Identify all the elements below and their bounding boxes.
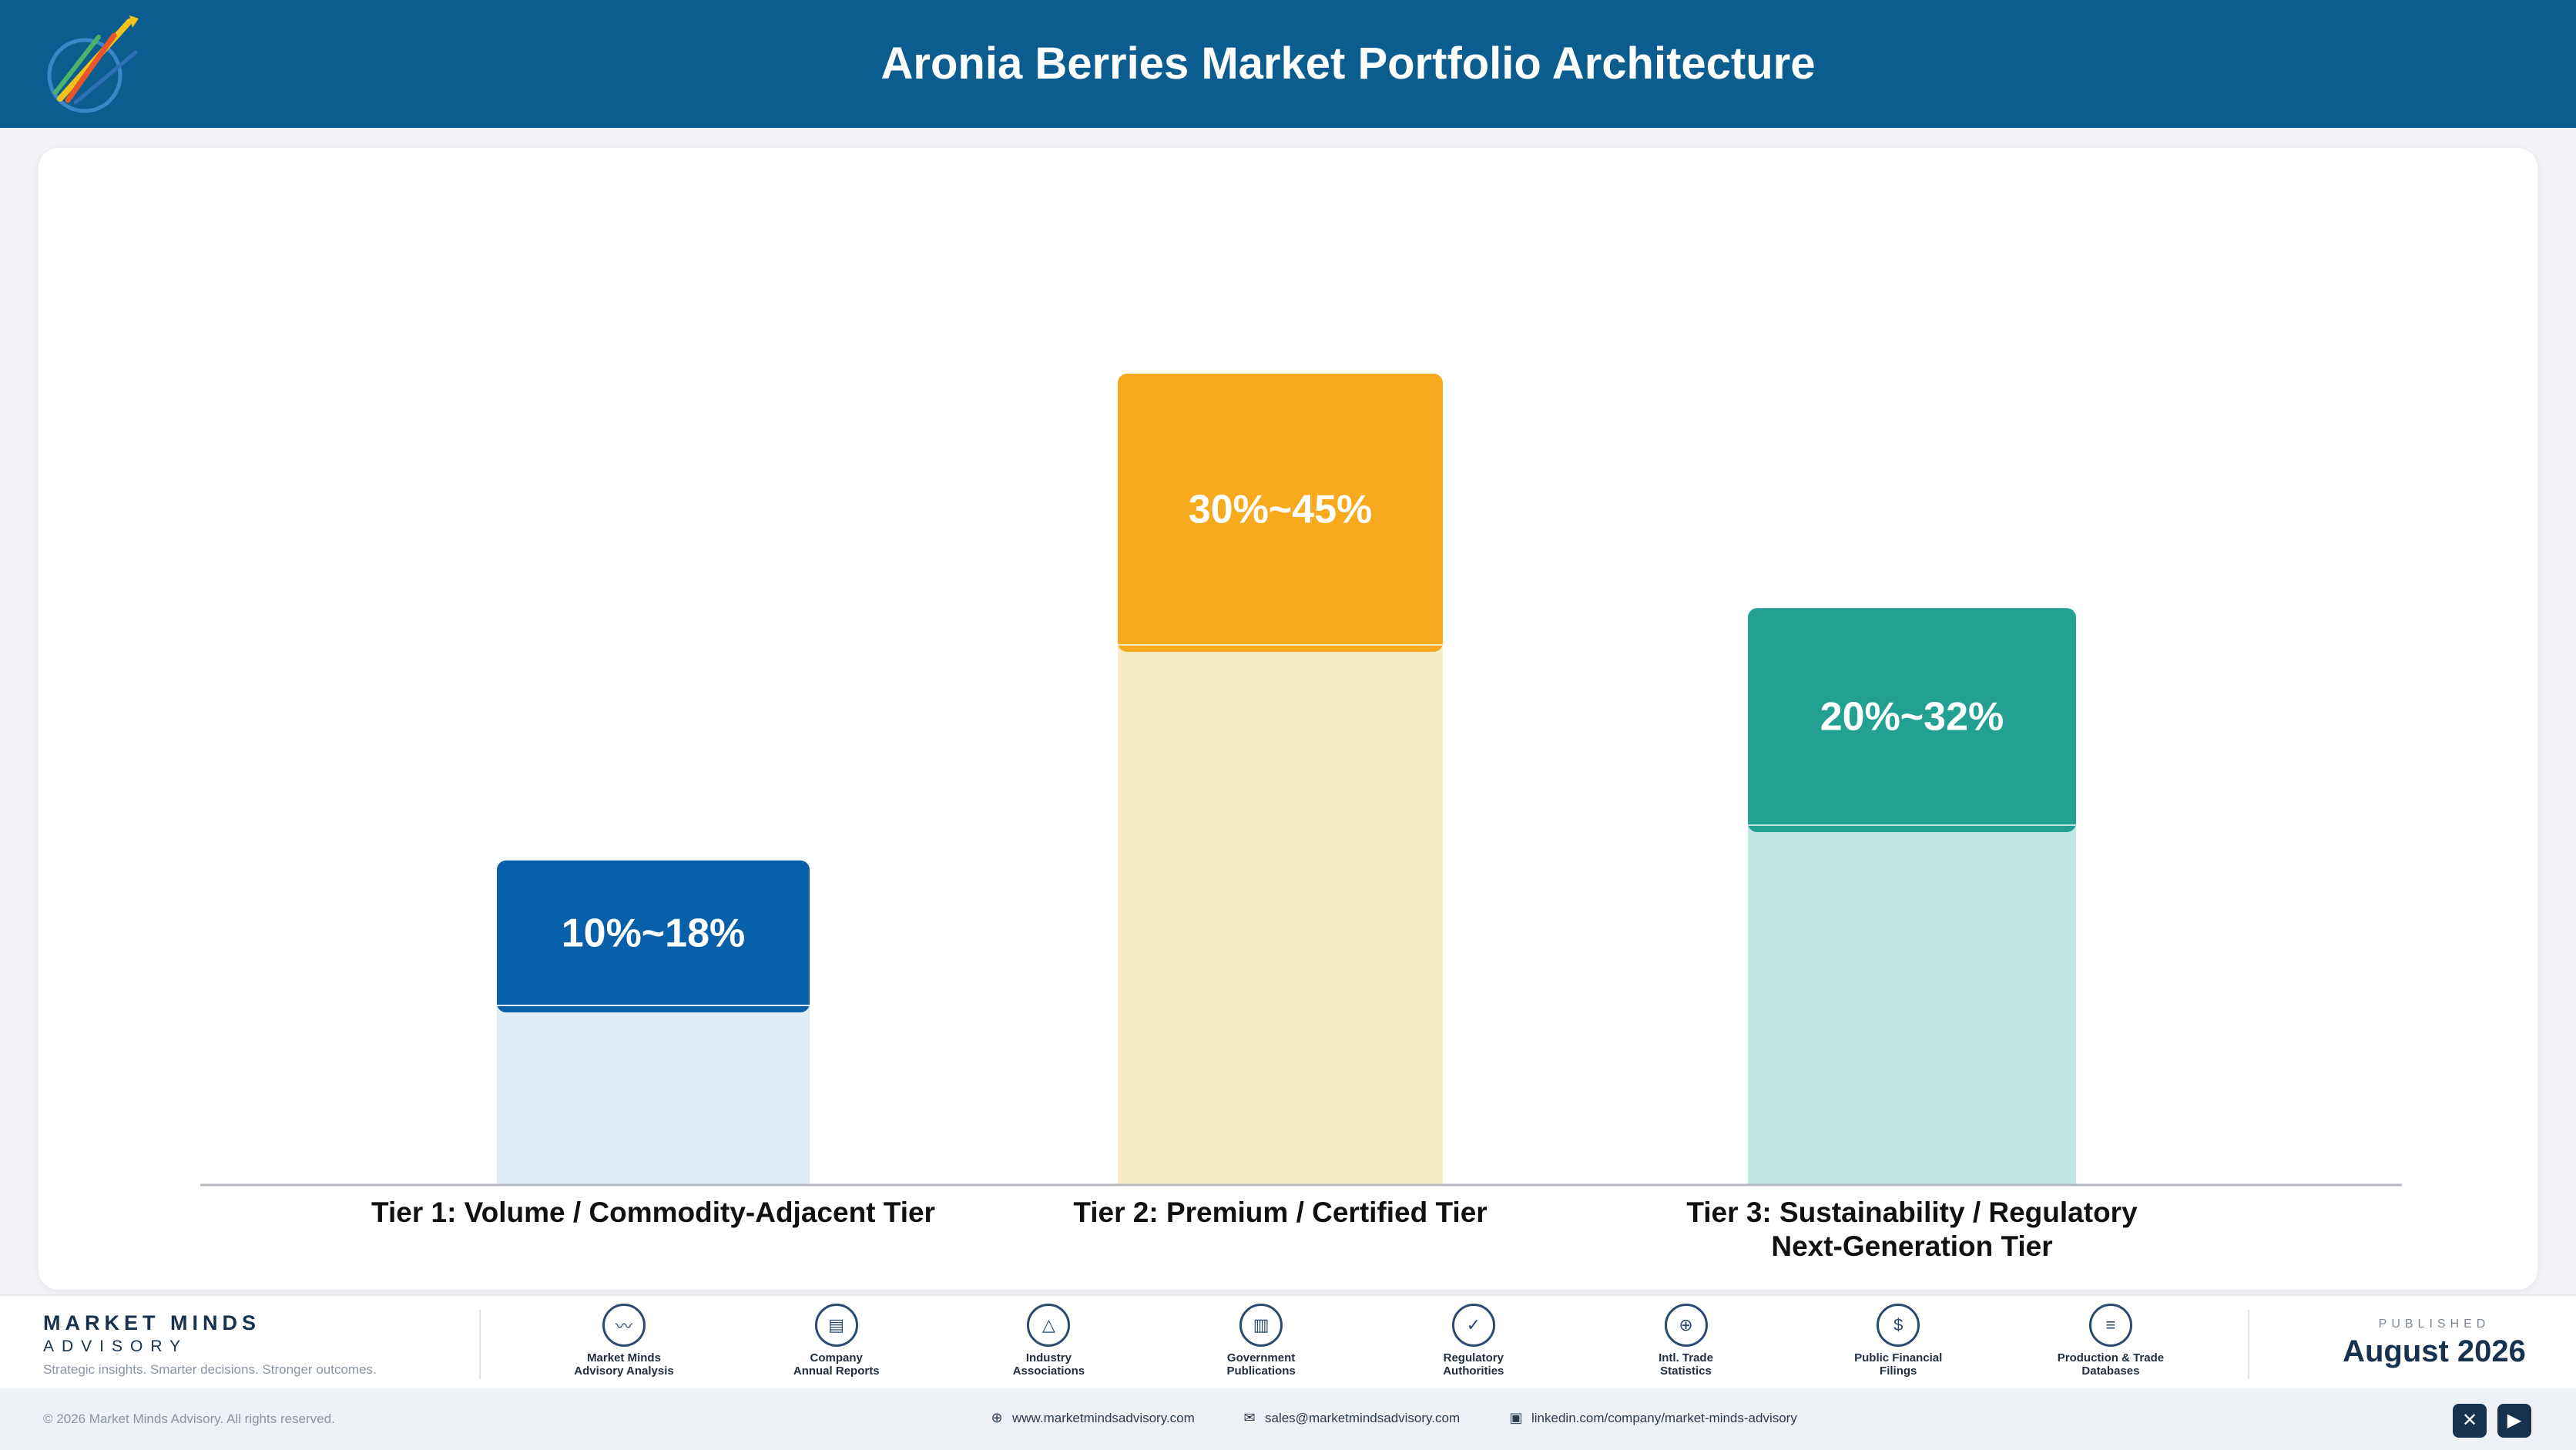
data-label: 30%~45% (1189, 488, 1373, 532)
source-item: $ Public Financial Filings (1813, 1304, 1983, 1387)
youtube-icon[interactable]: ▶ (2497, 1404, 2531, 1438)
bar-segment-join (497, 1005, 810, 1006)
bar-segment-join (1118, 644, 1443, 646)
source-label-line: Market Minds (587, 1351, 661, 1364)
source-label-line: Government (1226, 1351, 1296, 1364)
globe-icon: ⊕ (991, 1410, 1003, 1425)
source-item: ⊕ Intl. Trade Statistics (1602, 1304, 1771, 1387)
database-icon: ≡ (2088, 1304, 2132, 1347)
coin-icon: $ (1877, 1304, 1920, 1347)
source-list: 〰 Market Minds Advisory Analysis ▤ Company An… (539, 1304, 2195, 1387)
source-label-line: Authorities (1443, 1364, 1504, 1378)
source-label: Government Publications (1227, 1351, 1296, 1378)
source-item: △ Industry Associations (964, 1304, 1133, 1387)
source-label: Production & Trade Databases (2058, 1351, 2164, 1378)
source-label: Industry Associations (1013, 1351, 1085, 1378)
linkedin-icon: ▣ (1509, 1410, 1523, 1425)
category-label: Tier 1: Volume / Commodity-Adjacent Tier (371, 1197, 935, 1228)
company-logo (47, 15, 139, 113)
website-link[interactable]: ⊕ www.marketmindsadvisory.com (989, 1410, 1195, 1426)
data-label: 10%~18% (562, 911, 746, 955)
source-label: Company Annual Reports (793, 1351, 880, 1378)
source-item: ▤ Company Annual Reports (752, 1304, 921, 1387)
source-label-line: Annual Reports (793, 1364, 880, 1378)
page-title: Aronia Berries Market Portfolio Architec… (880, 39, 1816, 89)
category-label: Next-Generation Tier (1771, 1230, 2052, 1262)
source-label-line: Regulatory (1443, 1351, 1504, 1364)
bar-base-segment (497, 1005, 810, 1185)
website-text: www.marketmindsadvisory.com (1012, 1410, 1195, 1425)
category-label: Tier 3: Sustainability / Regulatory (1686, 1197, 2138, 1228)
government-building-icon: ▥ (1239, 1304, 1283, 1347)
linkedin-link[interactable]: ▣ linkedin.com/company/market-minds-advi… (1508, 1410, 1797, 1426)
mail-icon: ✉ (1243, 1410, 1256, 1425)
chart-card: 10%~18% Tier 1: Volume / Commodity-Adjace… (39, 148, 2537, 1290)
email-text: sales@marketmindsadvisory.com (1265, 1410, 1461, 1425)
footer: MARKET MINDS ADVISORY Strategic insights… (0, 1294, 2576, 1388)
source-label-line: Intl. Trade (1659, 1351, 1713, 1364)
globe-icon: ⊕ (1664, 1304, 1708, 1347)
email-link[interactable]: ✉ sales@marketmindsadvisory.com (1242, 1410, 1460, 1426)
source-item: 〰 Market Minds Advisory Analysis (539, 1304, 709, 1387)
source-item: ✓ Regulatory Authorities (1389, 1304, 1558, 1387)
shield-check-icon: ✓ (1451, 1304, 1495, 1347)
x-social-icon[interactable]: ✕ (2453, 1404, 2487, 1438)
source-label-line: Databases (2081, 1364, 2140, 1378)
source-label-line: Statistics (1660, 1364, 1712, 1378)
bar-top-segment (497, 860, 810, 1012)
bar-segment-join (1748, 824, 2076, 826)
source-label-line: Advisory Analysis (574, 1364, 674, 1378)
source-label: Intl. Trade Statistics (1659, 1351, 1713, 1378)
source-label-line: Industry (1025, 1351, 1072, 1364)
bar-top-segment (1118, 374, 1443, 652)
copyright-text: © 2026 Market Minds Advisory. All rights… (43, 1411, 335, 1426)
source-label-line: Production & Trade (2057, 1351, 2165, 1364)
bar-base-segment (1748, 824, 2076, 1185)
network-icon: △ (1027, 1304, 1071, 1347)
bar-top-segment (1748, 608, 2076, 832)
source-label: Public Financial Filings (1854, 1351, 1942, 1378)
divider (479, 1310, 481, 1379)
brand-tagline: Strategic insights. Smarter decisions. S… (43, 1362, 377, 1377)
data-label: 20%~32% (1820, 695, 2004, 740)
document-icon: ▤ (814, 1304, 858, 1347)
linkedin-text: linkedin.com/company/market-minds-adviso… (1531, 1410, 1797, 1425)
bar-base-segment (1118, 644, 1443, 1185)
source-label: Market Minds Advisory Analysis (574, 1351, 674, 1378)
source-label-line: Filings (1880, 1364, 1917, 1378)
header-bar: Aronia Berries Market Portfolio Architec… (0, 0, 2576, 128)
source-item: ▥ Government Publications (1176, 1304, 1346, 1387)
source-label-line: Publications (1226, 1364, 1296, 1378)
category-label: Tier 2: Premium / Certified Tier (1073, 1197, 1487, 1228)
trend-chart-icon: 〰 (602, 1304, 646, 1347)
brand-subtitle: ADVISORY (43, 1338, 189, 1355)
source-label: Regulatory Authorities (1443, 1351, 1504, 1378)
source-label-line: Company (810, 1351, 863, 1364)
source-item: ≡ Production & Trade Databases (2026, 1304, 2195, 1387)
divider (2248, 1310, 2249, 1379)
brand-name: MARKET MINDS (43, 1311, 260, 1334)
published-label: PUBLISHED (2378, 1317, 2490, 1331)
source-label-line: Public Financial (1854, 1351, 1943, 1364)
published-date: August 2026 (2343, 1334, 2526, 1368)
source-label-line: Associations (1012, 1364, 1085, 1378)
bar-chart: 10%~18% Tier 1: Volume / Commodity-Adjace… (200, 374, 2402, 1262)
bottom-bar: © 2026 Market Minds Advisory. All rights… (0, 1388, 2576, 1450)
